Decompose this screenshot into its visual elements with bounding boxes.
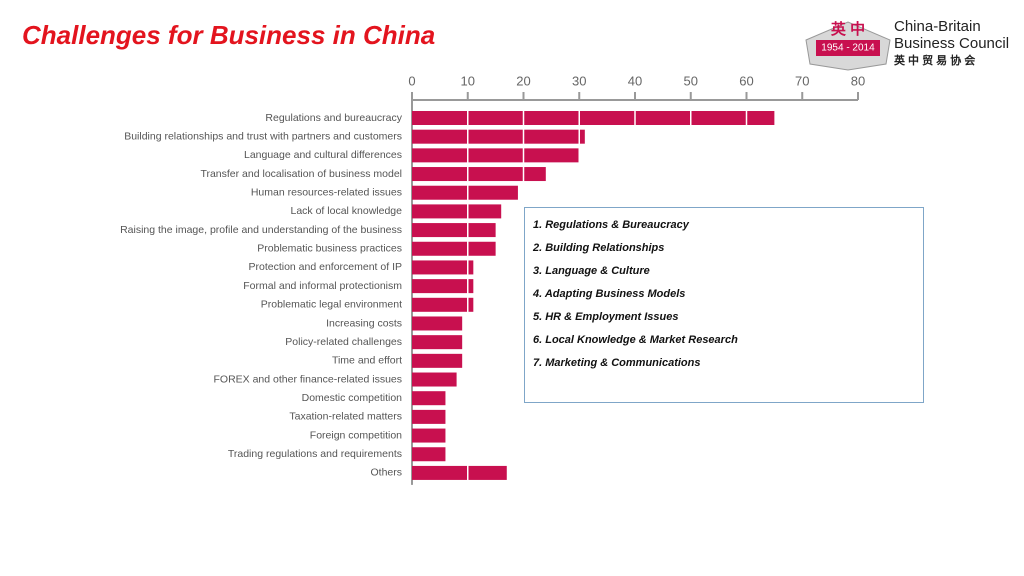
bar bbox=[412, 111, 775, 125]
y-tick-label: Increasing costs bbox=[326, 317, 402, 329]
logo-name: China-Britain bbox=[894, 18, 981, 35]
y-tick-label: Time and effort bbox=[332, 355, 402, 367]
bar bbox=[412, 447, 446, 462]
slide-title: Challenges for Business in China bbox=[22, 20, 436, 50]
logo-years: 1954 - 2014 bbox=[821, 43, 875, 54]
x-tick-label: 80 bbox=[851, 73, 865, 88]
summary-box: 1. Regulations & Bureaucracy 2. Building … bbox=[524, 207, 924, 403]
x-tick-label: 0 bbox=[408, 73, 415, 88]
y-tick-label: Problematic legal environment bbox=[261, 299, 402, 311]
bar bbox=[412, 185, 518, 200]
logo: 英 中 1954 - 2014 China-Britain Business C… bbox=[805, 18, 1009, 71]
y-tick-label: Protection and enforcement of IP bbox=[248, 261, 402, 273]
bar bbox=[412, 204, 502, 219]
x-tick-label: 30 bbox=[572, 73, 586, 88]
y-tick-label: Formal and informal protectionism bbox=[243, 280, 402, 292]
summary-item: 4. Adapting Business Models bbox=[533, 288, 686, 300]
summary-item: 2. Building Relationships bbox=[533, 242, 665, 254]
x-tick-label: 50 bbox=[684, 73, 698, 88]
x-tick-label: 40 bbox=[628, 73, 642, 88]
bar bbox=[412, 129, 585, 144]
bar bbox=[412, 409, 446, 424]
bar bbox=[412, 241, 496, 256]
bar bbox=[412, 167, 546, 182]
bar bbox=[412, 372, 457, 387]
summary-item: 6. Local Knowledge & Market Research bbox=[533, 334, 738, 346]
x-tick-label: 20 bbox=[516, 73, 530, 88]
logo-chinese-name: 英 中 贸 易 协 会 bbox=[893, 53, 976, 67]
summary-item: 5. HR & Employment Issues bbox=[533, 311, 679, 323]
y-tick-label: Language and cultural differences bbox=[244, 149, 402, 161]
logo-banner bbox=[816, 40, 880, 56]
bar bbox=[412, 223, 496, 238]
bar bbox=[412, 316, 463, 331]
bar bbox=[412, 148, 580, 163]
summary-item: 3. Language & Culture bbox=[533, 265, 650, 277]
y-tick-label: Raising the image, profile and understan… bbox=[120, 224, 402, 236]
x-tick-label: 70 bbox=[795, 73, 809, 88]
bar bbox=[412, 428, 446, 443]
bar bbox=[412, 279, 474, 294]
y-tick-label: Trading regulations and requirements bbox=[228, 448, 402, 460]
bar bbox=[412, 465, 507, 480]
bar bbox=[412, 391, 446, 406]
y-tick-label: Building relationships and trust with pa… bbox=[124, 130, 402, 142]
bar bbox=[412, 297, 474, 312]
y-tick-label: FOREX and other finance-related issues bbox=[213, 373, 402, 385]
y-tick-label: Others bbox=[370, 467, 402, 479]
y-tick-label: Lack of local knowledge bbox=[291, 205, 403, 217]
y-tick-label: Human resources-related issues bbox=[251, 187, 402, 199]
y-tick-label: Foreign competition bbox=[310, 429, 402, 441]
y-tick-label: Transfer and localisation of business mo… bbox=[200, 168, 402, 180]
summary-item: 1. Regulations & Bureaucracy bbox=[533, 219, 689, 231]
bar bbox=[412, 353, 463, 368]
bar bbox=[412, 335, 463, 350]
logo-name: Business Council bbox=[894, 35, 1009, 52]
summary-item: 7. Marketing & Communications bbox=[533, 357, 701, 369]
y-tick-label: Domestic competition bbox=[302, 392, 403, 404]
bar bbox=[412, 260, 474, 275]
x-tick-label: 60 bbox=[739, 73, 753, 88]
y-tick-label: Taxation-related matters bbox=[289, 411, 402, 423]
y-tick-label: Problematic business practices bbox=[257, 243, 402, 255]
y-tick-label: Policy-related challenges bbox=[285, 336, 402, 348]
logo-emblem-text: 英 中 bbox=[831, 20, 865, 38]
y-tick-label: Regulations and bureaucracy bbox=[265, 112, 402, 124]
x-tick-label: 10 bbox=[461, 73, 475, 88]
